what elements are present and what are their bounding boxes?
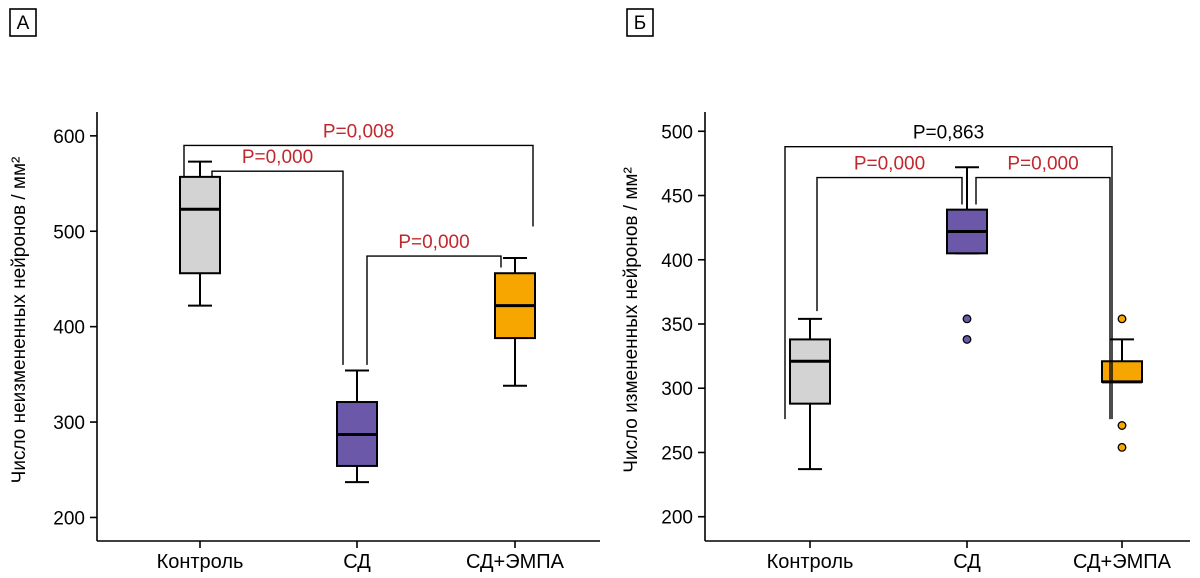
y-tick-label: 600 [53,127,85,148]
p-value-label: P=0,008 [323,121,394,142]
y-tick-label: 200 [53,508,85,529]
box-2 [336,369,378,484]
panel-label-box [626,8,654,37]
outlier-point [1117,314,1127,324]
significance-bracket: P=0,008 [183,121,534,227]
significance-bracket: P=0,000 [366,232,502,365]
y-tick-label: 200 [661,508,693,529]
x-category-label: СД [343,551,371,573]
significance-bracket: P=0,000 [975,154,1111,420]
iqr-box [1101,360,1143,383]
x-category-label: СД+ЭМПА [466,551,565,573]
box-3 [494,256,536,387]
y-axis-title: Число измененных нейронов / мм² [621,167,642,473]
p-value-label: P=0,000 [398,232,469,253]
y-tick-label: 250 [661,443,693,464]
outlier-point [962,314,972,324]
panel-label: А [17,13,30,34]
y-tick-label: 300 [53,413,85,434]
p-value-label: P=0,000 [1007,154,1078,175]
y-tick-label: 450 [661,187,693,208]
bracket-line [183,144,534,227]
panel-label-box [9,8,37,37]
box-1 [179,160,221,307]
p-value-label: P=0,000 [854,154,925,175]
iqr-box [789,338,831,405]
bracket-line [784,145,1113,420]
p-value-label: P=0,000 [242,147,313,168]
x-category-label: Контроль [157,551,244,573]
chart-panel-2: Б 200 250 300 350 400 450 500 Контроль СД СД+ЭМПА Ч… [621,8,1190,573]
box-1 [789,317,831,471]
p-value-label: P=0,863 [913,123,984,144]
significance-bracket: P=0,863 [784,123,1113,420]
bracket-line [211,170,344,365]
bracket-line [975,176,1111,420]
chart-panel-1: А 200 300 400 500 600 Контроль СД СД+ЭМПА Число н… [9,8,600,573]
y-tick-label: 400 [661,251,693,272]
panel-label: Б [634,13,646,34]
outlier-point [1117,442,1127,452]
y-tick-label: 350 [661,315,693,336]
bracket-line [816,176,963,312]
bracket-line [366,255,502,365]
x-category-label: СД+ЭМПА [1073,551,1172,573]
y-tick-label: 400 [53,318,85,339]
outlier-point [1117,421,1127,430]
y-tick-label: 500 [53,222,85,243]
box-2 [946,166,988,344]
box-3 [1101,314,1143,452]
outlier-point [962,334,972,344]
x-category-label: Контроль [767,551,854,573]
iqr-box [179,175,221,275]
y-tick-label: 300 [661,379,693,400]
y-tick-label: 500 [661,122,693,143]
y-axis-title: Число неизмененных нейронов / мм² [9,157,30,484]
significance-bracket: P=0,000 [211,147,344,365]
x-category-label: СД [953,551,981,573]
significance-bracket: P=0,000 [816,154,963,312]
